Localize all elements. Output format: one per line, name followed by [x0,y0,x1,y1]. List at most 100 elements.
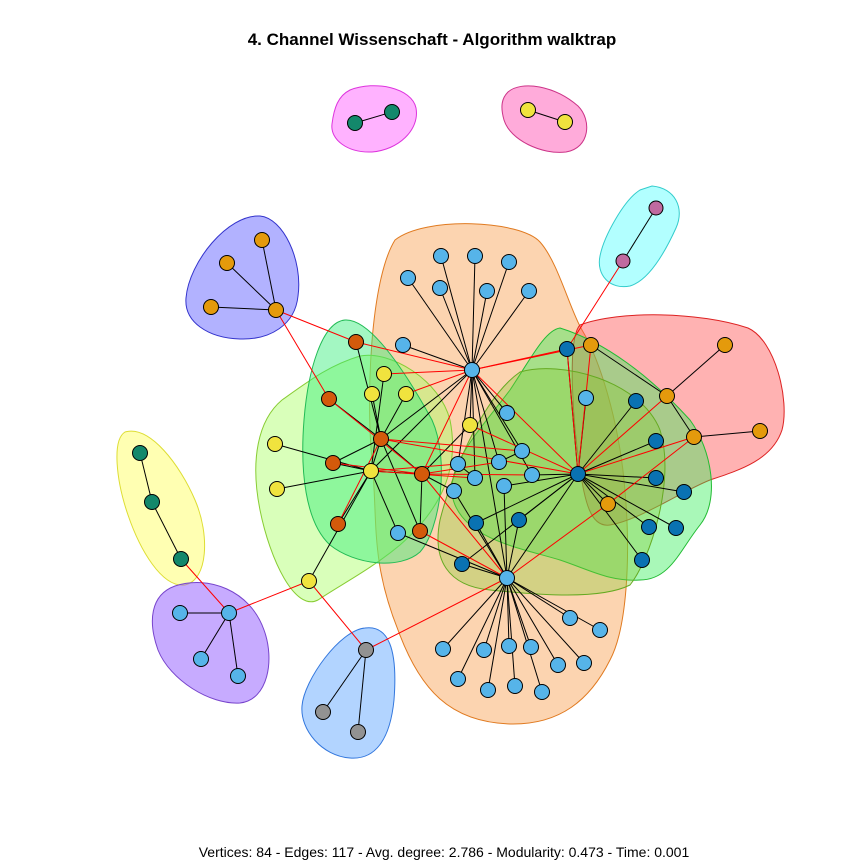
edge [577,473,677,529]
vertex [400,270,416,286]
vertex [450,671,466,687]
edge [577,473,643,561]
edge [380,438,579,475]
vertex [717,337,733,353]
edge [666,395,695,438]
edge [666,344,726,397]
edge [261,239,277,311]
edge [506,577,559,666]
vertex-group-teal [132,104,400,567]
edge [370,369,473,472]
edge [151,501,182,560]
vertex [363,463,379,479]
vertex [462,417,478,433]
vertex [628,393,644,409]
vertex [395,337,411,353]
vertex [373,431,389,447]
vertex-group-navy [454,341,692,572]
community-hull-lightgreen [255,354,454,603]
edge [590,344,668,397]
edge [380,438,523,452]
vertex [350,724,366,740]
vertex [648,433,664,449]
vertex [634,552,650,568]
edge [337,438,382,525]
vertex [499,570,515,586]
edge [421,369,473,475]
vertex [562,610,578,626]
vertex [173,551,189,567]
edge [228,580,310,614]
edge [457,369,473,465]
vertex-group-mauve [615,200,664,269]
vertices [132,102,768,740]
vertex [315,704,331,720]
edge [308,580,367,651]
vertex [578,390,594,406]
edge [180,558,230,614]
vertex [570,466,586,482]
edge [503,485,508,579]
community-hull-mintgreen [302,319,442,564]
vertex [467,248,483,264]
vertex [615,253,631,269]
vertex [230,668,246,684]
edge [355,341,473,371]
edge [275,309,330,400]
edge [380,393,407,440]
vertex [583,337,599,353]
edge [566,260,624,350]
edge [506,577,571,619]
vertex [454,556,470,572]
vertex [398,386,414,402]
vertex-group-rust [321,334,430,539]
vertex [550,657,566,673]
vertex [384,104,400,120]
vertex [132,445,148,461]
edge [275,309,357,343]
vertex [501,638,517,654]
vertex [358,642,374,658]
vertex [686,429,702,445]
edge [405,369,473,395]
edge [475,473,579,524]
vertex [479,283,495,299]
vertex [467,470,483,486]
edge [471,369,508,579]
edge [483,577,508,651]
vertex [523,639,539,655]
edge [577,400,637,475]
edge [226,262,277,311]
vertex [301,573,317,589]
edge [577,395,668,475]
edge [577,344,592,475]
edge [607,436,695,505]
edge [506,577,585,664]
vertex [193,651,209,667]
edge [577,440,657,475]
edge [419,530,508,579]
vertex [521,283,537,299]
vertex [557,114,573,130]
vertex [330,516,346,532]
vertex [432,280,448,296]
edge [440,255,473,371]
vertex [144,494,160,510]
edge [577,473,685,493]
edge [439,287,473,371]
edge [622,207,657,262]
edge [228,612,239,677]
vertex [520,102,536,118]
vertex [254,232,270,248]
community-hull-skyblue [301,627,396,759]
vertex [501,254,517,270]
edge [457,577,508,680]
vertex [203,299,219,315]
community-hull-cyan [598,185,680,288]
vertex [347,115,363,131]
edge [397,532,508,579]
vertex [676,484,692,500]
vertex [268,302,284,318]
community-hull-yellow [116,430,206,586]
